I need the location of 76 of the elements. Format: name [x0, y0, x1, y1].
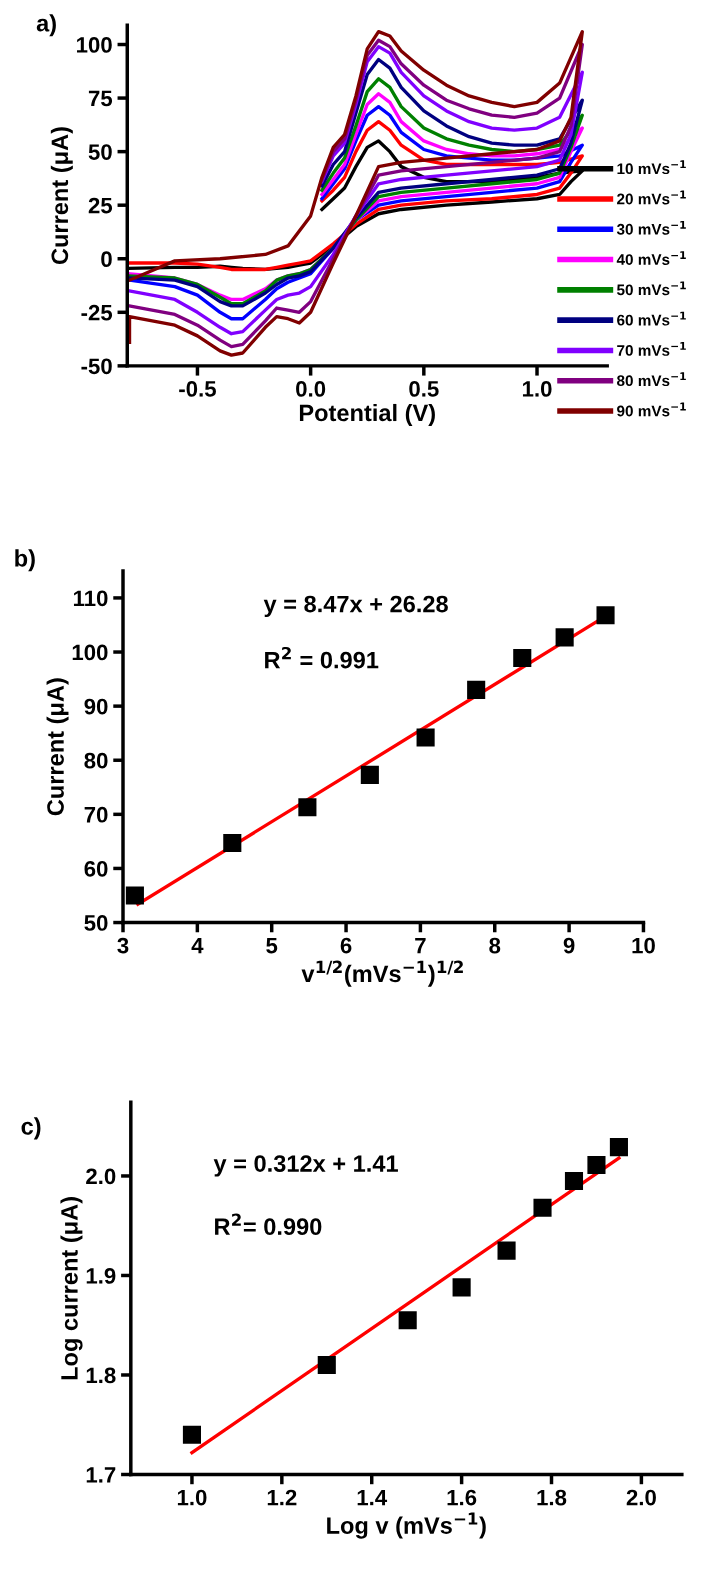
y-tick-label: -50 — [81, 358, 112, 375]
annotation: R$^{2}$ = 0.991 — [265, 646, 379, 669]
point — [513, 648, 532, 668]
y-axis-title: Current (μA) — [46, 678, 69, 816]
y-tick-label: 1.7 — [86, 1467, 116, 1483]
y-tick-label: 1.8 — [86, 1367, 116, 1384]
y-tick-label: 2.0 — [86, 1168, 116, 1185]
point — [596, 606, 615, 625]
annotation: y = 0.312x + 1.41 — [213, 1155, 398, 1177]
x-tick-label: 1.0 — [177, 1489, 207, 1506]
x-tick-label: 9 — [563, 937, 575, 954]
x-tick-label: 1.6 — [447, 1489, 477, 1506]
legend-label: 90 mVs$^{−1}$ — [617, 402, 686, 417]
y-axis-title: Log current (μA) — [60, 1197, 83, 1380]
legend-label: 60 mVs$^{−1}$ — [617, 311, 686, 326]
point — [555, 628, 574, 647]
y-tick-label: 50 — [84, 915, 108, 931]
x-tick-label: 6 — [340, 937, 352, 954]
y-tick-label: 90 — [84, 698, 108, 715]
point — [317, 1355, 336, 1375]
x-tick-label: 0.0 — [296, 381, 326, 397]
y-tick-label: 70 — [84, 806, 108, 823]
legend-label: 10 mVs$^{−1}$ — [617, 160, 686, 175]
point — [182, 1425, 201, 1444]
legend-label: 70 mVs$^{−1}$ — [617, 342, 686, 356]
y-tick-label: 25 — [88, 197, 113, 214]
point — [398, 1311, 417, 1330]
point — [564, 1171, 584, 1190]
point — [609, 1138, 628, 1157]
x-tick-label: 5 — [266, 937, 278, 954]
legend-label: 20 mVs$^{−1}$ — [617, 190, 686, 205]
x-tick-label: 7 — [415, 937, 426, 954]
x-tick-label: 1.0 — [522, 381, 552, 397]
y-tick-label: -25 — [81, 304, 113, 321]
y-tick-label: 110 — [73, 590, 108, 607]
point — [125, 886, 144, 905]
y-tick-label: 1.9 — [86, 1268, 116, 1284]
y-tick-label: 100 — [72, 644, 108, 661]
legend-label: 40 mVs$^{−1}$ — [616, 251, 686, 265]
y-tick-label: 60 — [84, 860, 108, 877]
x-tick-label: 10 — [632, 937, 655, 954]
y-tick-label: 50 — [88, 144, 112, 160]
legend-label: 80 mVs$^{−1}$ — [617, 372, 686, 387]
annotation: y = 8.47x + 26.28 — [263, 595, 448, 618]
x-tick-label: 2.0 — [626, 1489, 656, 1506]
text: c) — [21, 1117, 41, 1140]
legend-label: 50 mVs$^{−1}$ — [617, 281, 686, 296]
x-axis-title: Potential (V) — [299, 403, 435, 426]
y-tick-label: 0 — [101, 251, 112, 268]
point — [360, 765, 379, 784]
point — [533, 1198, 552, 1217]
point — [223, 833, 242, 853]
x-tick-label: 0.5 — [409, 381, 439, 397]
point — [298, 798, 317, 817]
x-tick-label: 1.4 — [357, 1489, 388, 1506]
chart-title: a) — [36, 14, 56, 37]
x-tick-label: 3 — [117, 937, 129, 954]
y-tick-label: 75 — [88, 90, 113, 107]
x-axis-title: v$^{1/2}$(mVs$^{−1}$)$^{1/2}$ — [301, 960, 463, 987]
y-tick-label: 100 — [77, 37, 112, 53]
chart-title: b) — [15, 549, 35, 572]
point — [497, 1241, 516, 1260]
y-tick-label: 80 — [84, 752, 108, 769]
point — [587, 1155, 606, 1175]
x-tick-label: 1.8 — [537, 1489, 567, 1506]
point — [416, 728, 435, 747]
x-tick-label: 8 — [489, 937, 501, 954]
point — [467, 680, 486, 699]
x-tick-label: 4 — [191, 937, 204, 954]
y-axis-title: Current (μA) — [50, 127, 73, 265]
x-tick-label: 1.2 — [267, 1489, 297, 1506]
x-axis-title: Log v (mVs$^{−1}$) — [327, 1512, 486, 1539]
annotation: R$^{2}$= 0.990 — [215, 1213, 322, 1236]
point — [452, 1278, 471, 1297]
legend-label: 30 mVs$^{−1}$ — [616, 220, 686, 235]
x-tick-label: -0.5 — [179, 381, 216, 397]
